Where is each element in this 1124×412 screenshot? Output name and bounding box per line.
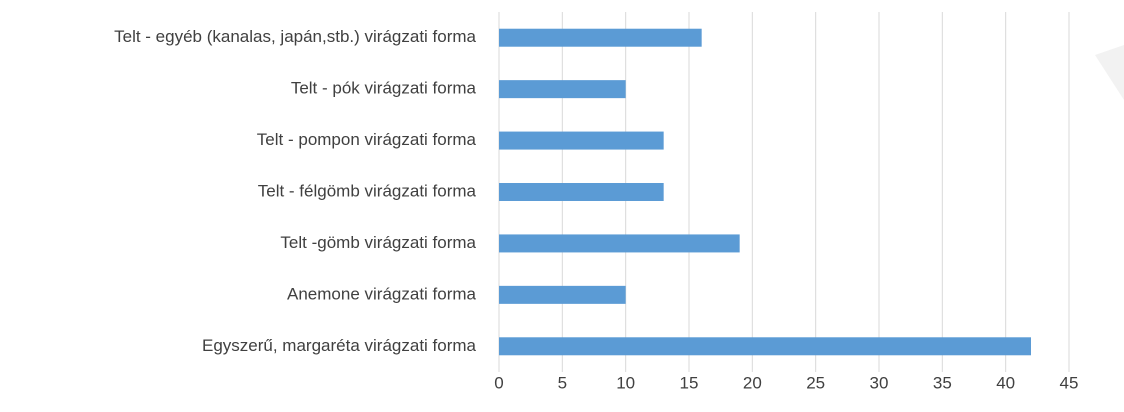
x-tick-label: 40 — [996, 373, 1015, 392]
bar — [499, 28, 702, 47]
y-tick-label: Telt -gömb virágzati forma — [280, 233, 476, 252]
y-tick-label: Telt - pompon virágzati forma — [257, 130, 477, 149]
bar — [499, 337, 1031, 356]
bar — [499, 183, 664, 201]
x-tick-label: 0 — [494, 373, 503, 392]
bar — [499, 234, 740, 253]
y-tick-label: Telt - egyéb (kanalas, japán,stb.) virág… — [114, 27, 476, 46]
x-tick-label: 20 — [743, 373, 762, 392]
bar — [499, 285, 626, 304]
x-tick-label: 15 — [680, 373, 699, 392]
x-tick-label: 35 — [933, 373, 952, 392]
x-tick-label: 30 — [870, 373, 889, 392]
y-tick-label: Telt - félgömb virágzati forma — [258, 181, 477, 200]
y-tick-label: Anemone virágzati forma — [287, 284, 477, 303]
y-tick-label: Egyszerű, margaréta virágzati forma — [202, 336, 477, 355]
x-tick-label: 10 — [616, 373, 635, 392]
y-tick-label: Telt - pók virágzati forma — [291, 79, 477, 98]
decoration — [1095, 45, 1124, 100]
bar — [499, 131, 664, 150]
x-tick-label: 45 — [1060, 373, 1079, 392]
bar — [499, 80, 626, 99]
x-tick-label: 5 — [558, 373, 567, 392]
x-tick-label: 25 — [806, 373, 825, 392]
